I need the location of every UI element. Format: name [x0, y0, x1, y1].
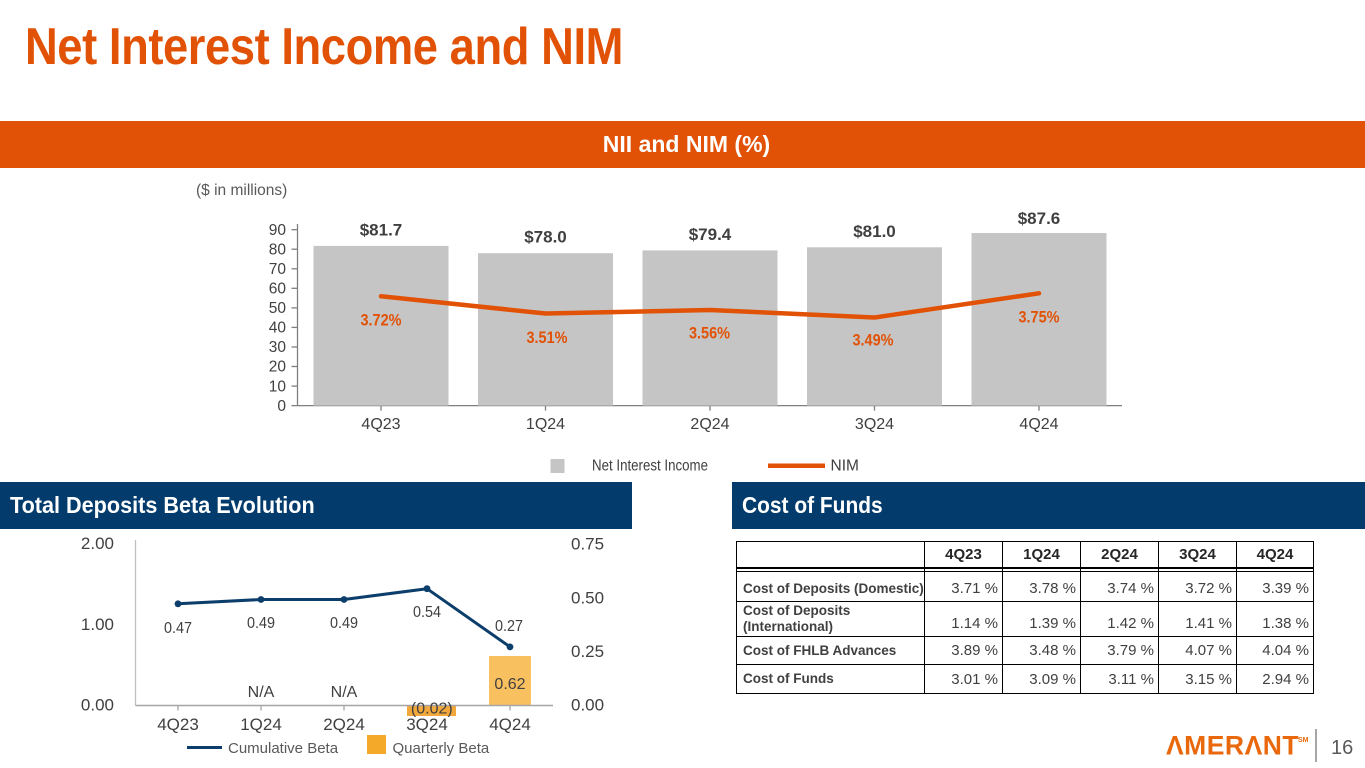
svg-text:(0.02): (0.02) — [411, 701, 453, 718]
svg-text:0.50: 0.50 — [571, 588, 604, 607]
svg-text:30: 30 — [269, 339, 287, 356]
svg-text:0.49: 0.49 — [330, 615, 358, 632]
svg-text:3.49%: 3.49% — [853, 331, 894, 349]
svg-text:$87.6: $87.6 — [1018, 209, 1061, 228]
svg-text:3.75%: 3.75% — [1019, 309, 1060, 327]
svg-text:3.51%: 3.51% — [527, 329, 568, 347]
svg-text:Net Interest Income: Net Interest Income — [592, 458, 708, 475]
svg-text:Quarterly Beta: Quarterly Beta — [393, 740, 490, 757]
svg-text:ΛMERΛNT: ΛMERΛNT — [1166, 731, 1299, 761]
svg-text:10: 10 — [269, 378, 287, 395]
svg-text:60: 60 — [269, 281, 287, 298]
svg-text:50: 50 — [269, 300, 287, 317]
svg-text:N/A: N/A — [331, 684, 358, 701]
svg-text:80: 80 — [269, 241, 287, 258]
svg-text:0.27: 0.27 — [495, 618, 523, 635]
svg-text:90: 90 — [269, 222, 287, 239]
svg-text:4Q24: 4Q24 — [489, 715, 531, 734]
svg-text:3.72%: 3.72% — [361, 311, 402, 329]
svg-text:$81.0: $81.0 — [853, 222, 896, 241]
svg-text:0.25: 0.25 — [571, 642, 604, 661]
svg-text:0.54: 0.54 — [413, 604, 441, 621]
svg-text:0.47: 0.47 — [164, 620, 192, 637]
svg-text:4Q24: 4Q24 — [1019, 416, 1058, 433]
svg-text:Cumulative Beta: Cumulative Beta — [228, 740, 339, 757]
svg-text:0.62: 0.62 — [494, 676, 525, 693]
svg-text:0.49: 0.49 — [247, 615, 275, 632]
svg-text:4Q23: 4Q23 — [361, 416, 400, 433]
svg-text:0.75: 0.75 — [571, 534, 604, 553]
svg-text:SM: SM — [1298, 737, 1309, 744]
svg-text:16: 16 — [1331, 737, 1353, 759]
svg-text:NIM: NIM — [831, 458, 859, 475]
svg-text:40: 40 — [269, 320, 287, 337]
svg-text:3Q24: 3Q24 — [406, 715, 448, 734]
svg-text:1.00: 1.00 — [81, 615, 114, 634]
svg-text:$81.7: $81.7 — [360, 221, 403, 240]
svg-text:2Q24: 2Q24 — [690, 416, 729, 433]
svg-text:N/A: N/A — [248, 684, 275, 701]
svg-text:70: 70 — [269, 261, 287, 278]
svg-text:$79.4: $79.4 — [689, 225, 732, 244]
svg-text:2.00: 2.00 — [81, 534, 114, 553]
svg-text:0: 0 — [277, 398, 286, 415]
svg-text:3Q24: 3Q24 — [855, 416, 894, 433]
svg-text:1Q24: 1Q24 — [240, 715, 282, 734]
svg-text:($ in millions): ($ in millions) — [196, 182, 287, 199]
svg-text:0.00: 0.00 — [571, 696, 604, 715]
svg-text:$78.0: $78.0 — [524, 228, 567, 247]
svg-text:20: 20 — [269, 359, 287, 376]
svg-text:2Q24: 2Q24 — [323, 715, 365, 734]
svg-text:1Q24: 1Q24 — [526, 416, 565, 433]
svg-text:0.00: 0.00 — [81, 696, 114, 715]
svg-text:4Q23: 4Q23 — [157, 715, 199, 734]
svg-text:3.56%: 3.56% — [689, 324, 730, 342]
